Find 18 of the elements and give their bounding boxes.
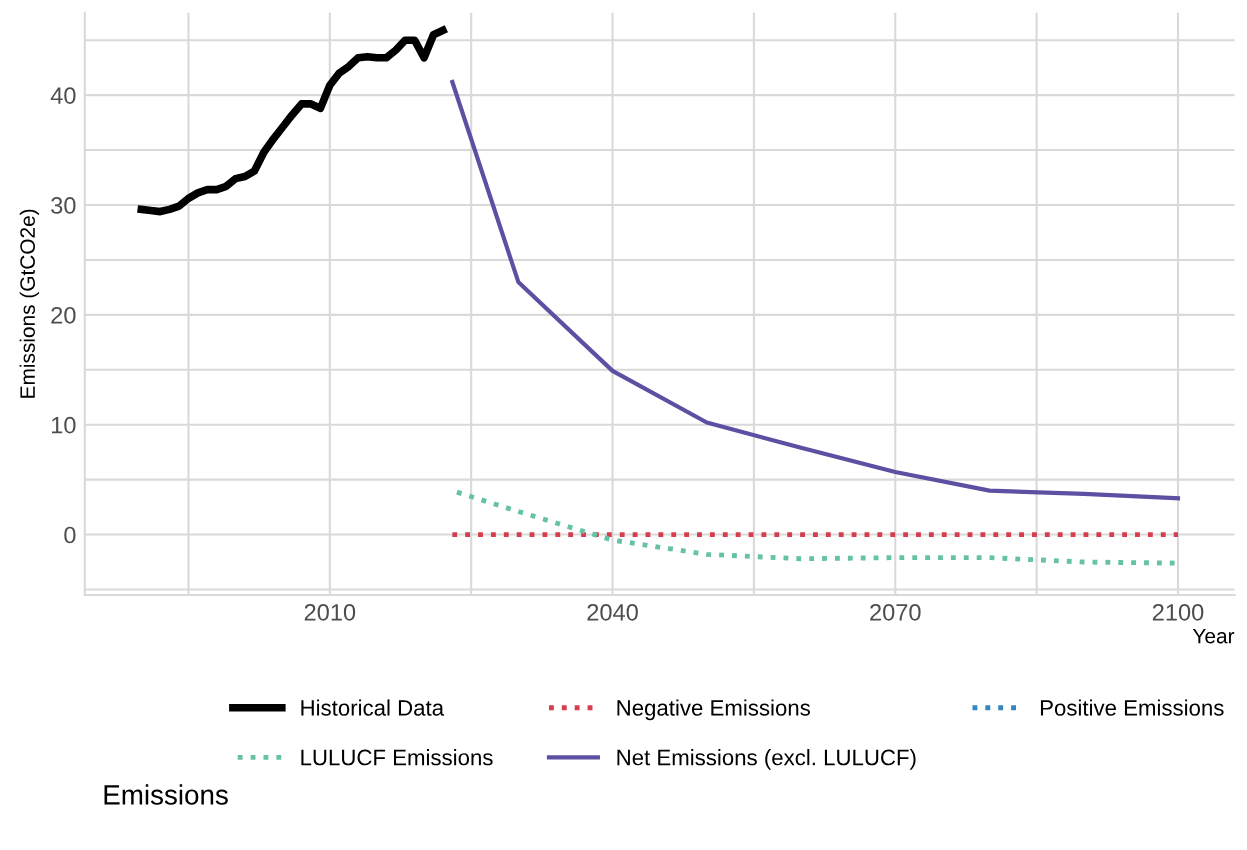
legend-label: Net Emissions (excl. LULUCF) bbox=[617, 749, 916, 770]
y-tick-label: 10 bbox=[52, 416, 76, 434]
y-axis-title: Emissions (GtCO2e) bbox=[19, 209, 40, 398]
x-axis-title: Year bbox=[1192, 628, 1235, 644]
x-tick-label: 2010 bbox=[304, 603, 356, 621]
legend-label: Negative Emissions bbox=[617, 699, 810, 721]
legend-label: LULUCF Emissions bbox=[301, 749, 493, 766]
legend-title: Emissions bbox=[104, 784, 228, 805]
x-tick-label: 2040 bbox=[587, 603, 638, 621]
x-tick-label: 2100 bbox=[1152, 603, 1204, 621]
line-series bbox=[450, 79, 1181, 501]
y-tick-label: 30 bbox=[51, 197, 76, 214]
y-tick-label: 40 bbox=[50, 87, 76, 104]
x-tick-label: 2070 bbox=[870, 603, 921, 621]
legend-label: Positive Emissions bbox=[1040, 699, 1224, 716]
y-tick-label: 0 bbox=[64, 526, 76, 544]
y-tick-label: 20 bbox=[51, 306, 76, 324]
legend-label: Historical Data bbox=[301, 699, 445, 716]
